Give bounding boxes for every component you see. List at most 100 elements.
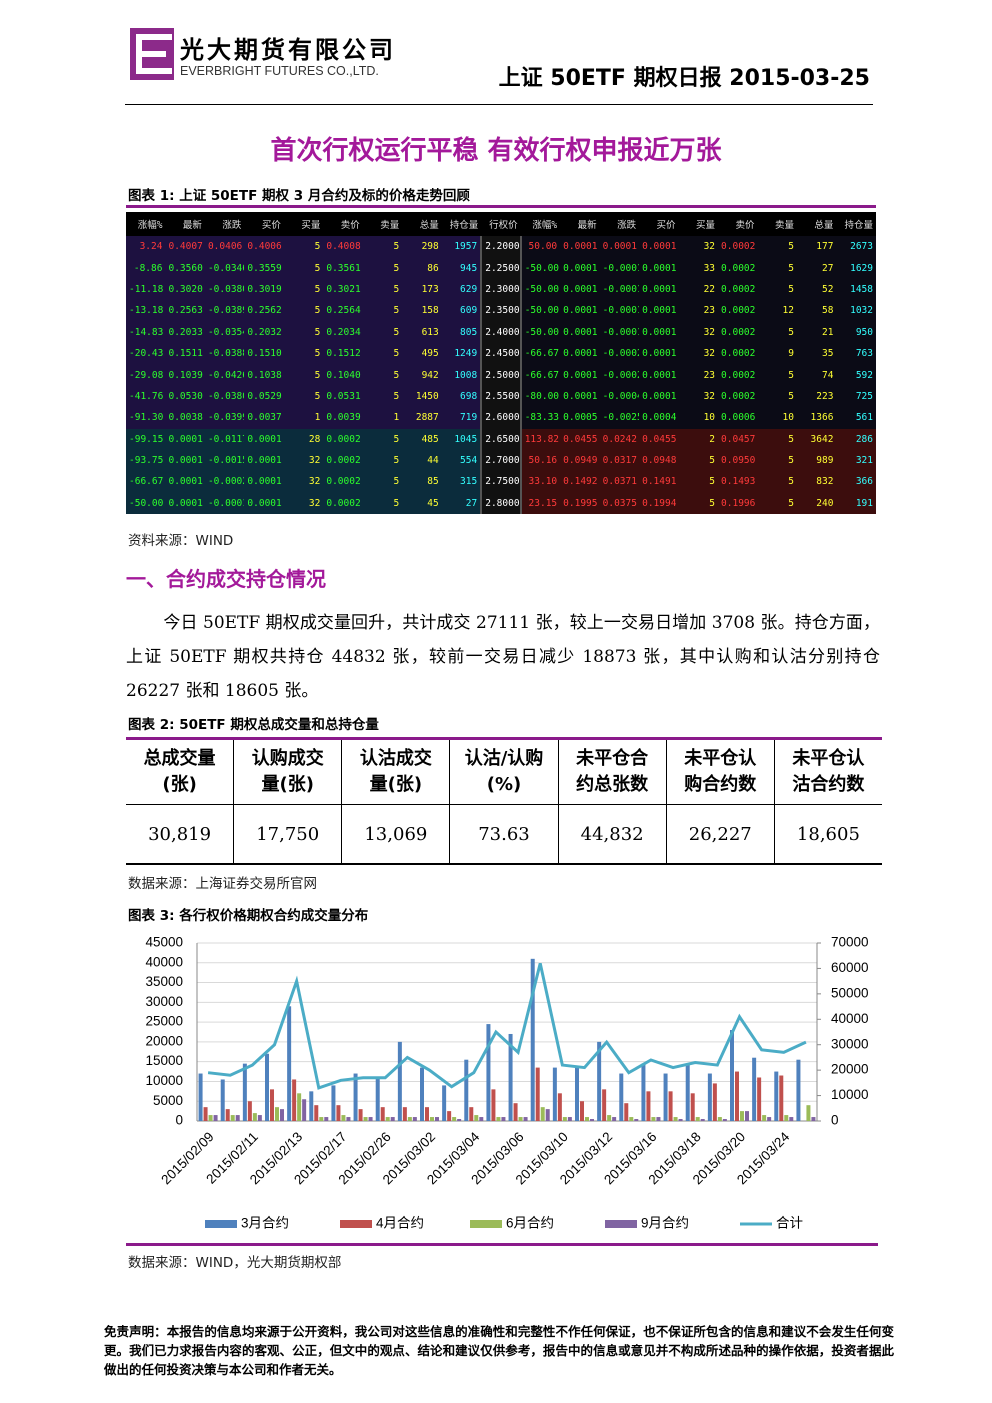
bar: [496, 1117, 501, 1121]
table-cell: 0.0001: [599, 236, 640, 258]
table-cell: 0.0529: [244, 385, 284, 408]
table-cell: 1366: [796, 407, 837, 429]
table-cell: 0.0001: [560, 300, 600, 322]
column-header: 涨幅%: [520, 212, 561, 236]
bar: [469, 1107, 474, 1121]
table-cell: 0.0531: [323, 385, 363, 408]
bar: [314, 1105, 319, 1121]
summary-table: 总成交量(张) 认购成交量(张) 认沽成交量(张) 认沽/认购(%) 未平仓合约总张数未…: [126, 737, 882, 865]
table-cell: 33.10: [520, 471, 561, 493]
bar: [447, 1111, 452, 1121]
bar: [491, 1089, 496, 1121]
table-cell: 23: [678, 364, 719, 386]
column-header: 未平仓认购合约数: [665, 738, 775, 805]
bar: [523, 1117, 528, 1121]
bar: [420, 1067, 424, 1121]
bar: [452, 1117, 457, 1121]
bar: [580, 1101, 584, 1121]
table-cell: -0.0001: [599, 278, 640, 301]
table-row: 30,819 17,750 13,069 73.63 44,832 26,227 18,60…: [126, 804, 882, 864]
bar: [513, 1103, 518, 1121]
table-cell: 1: [283, 407, 324, 429]
table-cell: 5: [283, 321, 324, 343]
disclaimer: 免责声明：本报告的信息均来源于公开资料，我公司对这些信息的准确性和完整性不作任何…: [104, 1324, 894, 1377]
y-tick-label: 25000: [145, 1014, 183, 1029]
table-cell: 27: [441, 492, 482, 515]
table-cell: 0.0455: [560, 428, 600, 450]
table-cell: 485: [402, 428, 442, 450]
bar: [668, 1091, 673, 1121]
table-cell: 0.0002: [718, 236, 758, 258]
table-cell: 629: [441, 278, 482, 301]
table-cell: -0.0380: [204, 278, 245, 301]
table-cell: 0.1996: [718, 492, 758, 515]
table-cell: -0.0399: [204, 407, 245, 429]
table-cell: -14.83: [126, 321, 166, 343]
column-header: 认沽/认购(%): [449, 738, 559, 805]
table-cell: 32: [678, 236, 719, 258]
table-cell: -66.67: [520, 342, 561, 365]
bar: [602, 1089, 607, 1121]
bar: [784, 1115, 789, 1121]
bar: [707, 1073, 712, 1121]
y-tick-label: 40000: [145, 954, 183, 969]
table-cell: 5: [362, 492, 403, 515]
column-header: 涨幅%: [126, 212, 166, 236]
table-cell: 0.0002: [323, 471, 363, 493]
table-cell: 5: [757, 364, 797, 386]
table-row: 3.24 0.4007 0.0406 0.4006 5 0.4008 5 298 1957 2.2…: [126, 236, 876, 258]
table-cell: 0.2563: [165, 300, 205, 322]
table-cell: 0.2564: [323, 300, 363, 322]
table-cell: 0.0001: [639, 321, 679, 343]
source: 资料来源：WIND: [128, 533, 234, 549]
bar: [270, 1089, 274, 1121]
table-cell: 0.0001: [560, 321, 600, 343]
table-cell: 177: [796, 236, 837, 258]
quote-table: 涨幅% 最新 涨跌 买价 买量 卖价 卖量 总量 持仓量 行权价 涨幅% 最新 涨跌 买价 买量 卖价 卖量 总量…: [126, 212, 876, 515]
bar: [402, 1107, 407, 1121]
table-cell: 609: [441, 300, 482, 322]
table-cell: 0.3560: [165, 257, 205, 279]
table-cell: 0.2562: [244, 300, 284, 322]
table-cell: -0.0117: [204, 428, 245, 450]
bar: [629, 1117, 634, 1121]
bar: [619, 1073, 624, 1121]
table-cell: 5: [283, 364, 324, 386]
table-cell: 0.0375: [599, 492, 640, 515]
table-cell: 191: [836, 492, 876, 515]
bar: [380, 1107, 385, 1121]
bar: [717, 1117, 722, 1121]
table-cell: 5: [362, 428, 403, 450]
bar: [806, 1105, 811, 1121]
table-cell: 0.0001: [165, 428, 205, 450]
table-cell: -91.30: [126, 407, 166, 429]
table-cell: -0.0001: [599, 300, 640, 322]
table-row: -93.75 0.0001 -0.0015 0.0001 32 0.0002 5 44 554 2…: [126, 449, 876, 472]
table-cell: 0.1995: [560, 492, 600, 515]
table-cell: 1957: [441, 236, 482, 258]
line-series: [207, 962, 807, 1090]
table-cell: -0.0426: [204, 364, 245, 386]
divider: [125, 104, 873, 105]
table-cell: 2.2500: [480, 257, 522, 279]
headline: 首次行权运行平稳 有效行权申报近万张: [270, 136, 722, 166]
table-cell: 86: [402, 257, 442, 279]
table-cell: -50.00: [520, 321, 561, 343]
column-header: 行权价: [481, 212, 521, 236]
y2-tick-label: 70000: [831, 935, 869, 950]
bar: [208, 1115, 213, 1121]
table-cell: 2673: [836, 236, 876, 258]
y2-tick-label: 30000: [831, 1036, 869, 1051]
table-cell: 1249: [441, 342, 482, 365]
table-cell: 5: [757, 492, 797, 515]
table-cell: -41.76: [126, 385, 166, 408]
table-cell: 5: [362, 364, 403, 386]
table-cell: 0.0001: [165, 471, 205, 493]
bar: [656, 1117, 661, 1121]
table-cell: 719: [441, 407, 482, 429]
table-cell: 0.0038: [165, 407, 205, 429]
bar: [341, 1115, 346, 1121]
bar: [779, 1075, 784, 1121]
table-cell: 561: [836, 407, 876, 429]
column-header: 总成交量(张): [126, 738, 234, 805]
